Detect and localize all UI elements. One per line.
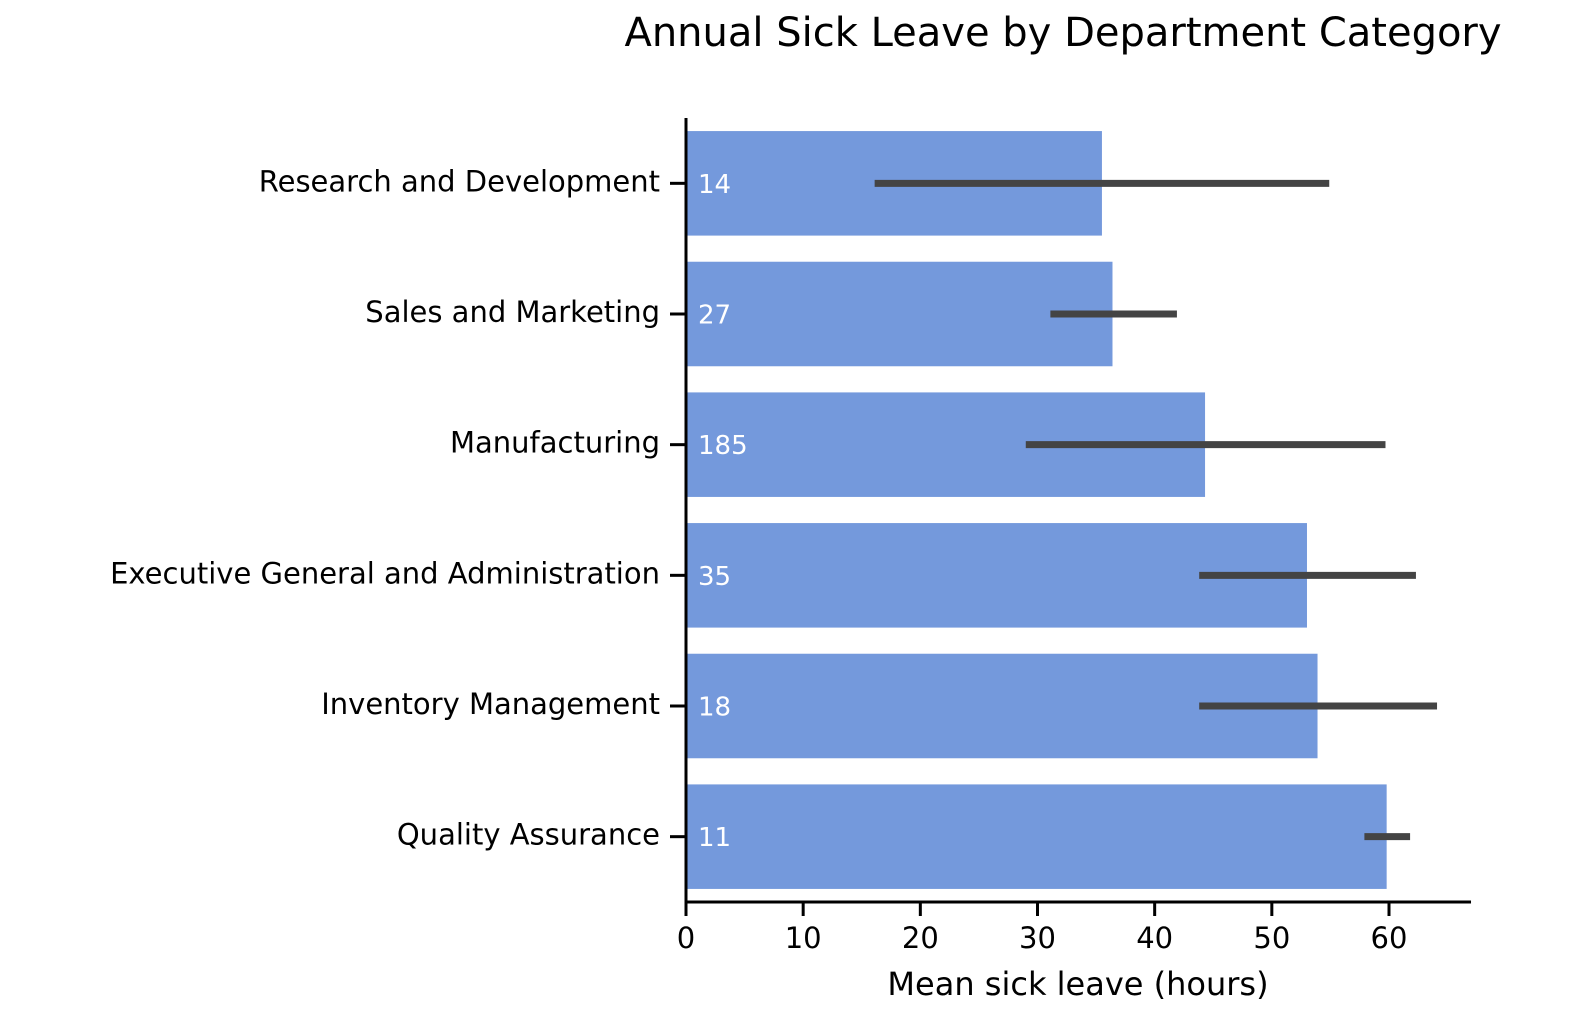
y-tick-label: Research and Development (259, 164, 660, 198)
count-label: 27 (698, 301, 731, 331)
x-tick-label: 0 (677, 921, 695, 955)
x-axis-label: Mean sick leave (hours) (887, 965, 1268, 1003)
x-tick-label: 40 (1136, 921, 1173, 955)
chart-title: Annual Sick Leave by Department Category (624, 10, 1501, 56)
count-label: 11 (698, 823, 731, 853)
y-tick-label: Inventory Management (321, 687, 660, 721)
bar (686, 261, 1113, 367)
x-tick-label: 50 (1253, 921, 1290, 955)
x-tick-label: 20 (902, 921, 939, 955)
x-tick-label: 10 (785, 921, 822, 955)
x-tick-label: 30 (1019, 921, 1056, 955)
y-tick-label: Sales and Marketing (365, 295, 660, 329)
y-tick-label: Quality Assurance (397, 818, 660, 852)
y-tick-label: Manufacturing (450, 426, 660, 460)
count-label: 35 (698, 562, 731, 592)
count-label: 18 (698, 693, 731, 723)
x-tick-label: 60 (1371, 921, 1408, 955)
count-label: 14 (698, 170, 731, 200)
count-label: 185 (698, 431, 748, 461)
y-tick-label: Executive General and Administration (110, 556, 660, 590)
bar (686, 784, 1387, 889)
